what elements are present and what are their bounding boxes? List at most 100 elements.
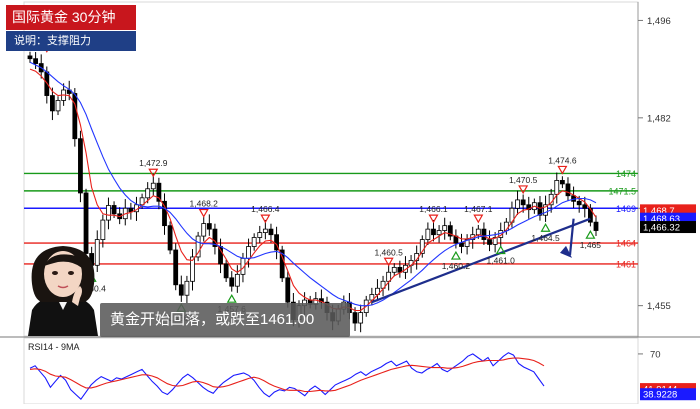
- high-label-8: 1,466.1: [419, 204, 448, 214]
- rsi-line-0: [29, 352, 545, 401]
- candle-body-9: [78, 138, 83, 194]
- candle-body-65: [391, 266, 397, 273]
- candle-body-21: [145, 188, 151, 199]
- candle-body-30: [195, 235, 201, 258]
- candle-body-32: [206, 223, 212, 230]
- level-label-1: 1471.5: [608, 186, 636, 196]
- candle-body-95: [559, 180, 565, 185]
- candle-body-35: [223, 263, 229, 279]
- price-tag-label-1: 1,468.63: [643, 214, 680, 225]
- high-marker-6: [260, 214, 271, 224]
- candle-body-40: [251, 237, 257, 247]
- candle-body-82: [487, 239, 492, 245]
- candle-body-89: [526, 204, 532, 211]
- low-marker-15: [585, 229, 596, 239]
- candle-body-101: [593, 221, 599, 231]
- price-axis-group: 1,4961,4821,4691,4551,468.71,468.631,466…: [638, 16, 696, 312]
- candle-body-58: [352, 312, 358, 324]
- candle-body-94: [554, 180, 560, 195]
- low-label-9: 1,460.2: [442, 261, 471, 271]
- candle-body-80: [475, 228, 481, 236]
- candle-body-29: [190, 256, 195, 282]
- candle-body-98: [576, 200, 582, 206]
- y-tick-label-3: 1,455: [647, 301, 671, 312]
- candle-body-20: [139, 197, 145, 206]
- low-marker-13: [540, 223, 551, 232]
- y-tick-label-1: 1,482: [647, 113, 671, 124]
- candle-body-96: [565, 183, 571, 197]
- level-label-3: 1464: [616, 239, 636, 249]
- low-label-13: 1,464.5: [531, 233, 560, 243]
- candle-body-42: [262, 228, 268, 234]
- presenter-avatar: [28, 246, 98, 336]
- candle-body-13: [100, 219, 106, 240]
- rsi-panel: [23, 337, 639, 405]
- price-tag-label-2: 1,466.32: [643, 223, 680, 234]
- high-marker-7: [383, 257, 394, 267]
- candle-body-14: [106, 205, 111, 221]
- price-tag-label-0: 1,468.7: [643, 206, 675, 217]
- high-marker-10: [473, 214, 484, 224]
- chart-subtitle: 说明：支撑阻力: [6, 31, 136, 51]
- high-label-14: 1,474.6: [548, 155, 577, 165]
- caption-banner: 黄金开始回落，或跌至1461.00: [100, 303, 350, 337]
- candle-body-45: [279, 249, 285, 279]
- candle-body-78: [464, 239, 470, 247]
- ma-line-1: [29, 61, 597, 307]
- high-marker-12: [518, 185, 529, 195]
- rsi-tag-label-1: 38.9228: [643, 390, 677, 401]
- rsi-tag-1: [640, 388, 696, 401]
- candle-body-26: [173, 249, 179, 286]
- candle-body-15: [111, 205, 117, 215]
- candle-body-75: [447, 225, 453, 237]
- price-panel: [23, 1, 639, 337]
- candle-body-71: [425, 228, 431, 240]
- candle-body-74: [442, 225, 448, 231]
- candle-body-66: [397, 266, 403, 273]
- candle-body-39: [246, 246, 251, 259]
- candle-body-43: [268, 228, 274, 236]
- candle-body-5: [55, 100, 61, 112]
- candle-body-28: [184, 280, 190, 296]
- high-label-10: 1,467.1: [464, 204, 493, 214]
- candle-body-92: [543, 204, 548, 216]
- level-label-0: 1474: [616, 169, 636, 179]
- candle-body-4: [50, 95, 55, 112]
- candle-body-36: [229, 277, 235, 287]
- high-marker-14: [557, 165, 568, 175]
- candle-body-46: [285, 277, 291, 303]
- candle-body-27: [178, 284, 184, 296]
- low-marker-5: [226, 293, 237, 303]
- candle-body-83: [492, 237, 498, 245]
- rsi-tick-label-0: 70: [650, 349, 661, 360]
- avatar-fringe: [44, 254, 82, 268]
- candle-body-77: [459, 242, 464, 247]
- rsi-panel-title: RSI14 - 9MA: [28, 342, 80, 352]
- candle-body-24: [162, 200, 167, 227]
- candle-body-37: [234, 273, 240, 287]
- high-label-12: 1,470.5: [509, 175, 538, 185]
- candle-body-18: [128, 207, 134, 213]
- high-marker-8: [428, 214, 439, 224]
- moving-averages-group: [29, 61, 597, 312]
- avatar-body: [28, 294, 98, 336]
- low-label-15: 1,465: [580, 240, 602, 250]
- high-label-6: 1,466.4: [251, 204, 280, 214]
- candle-body-10: [83, 192, 89, 254]
- rsi-line-1: [29, 357, 545, 393]
- avatar-hand: [72, 286, 82, 306]
- candle-body-8: [72, 93, 78, 140]
- candle-body-23: [156, 182, 162, 202]
- y-tick-label-0: 1,496: [647, 16, 671, 27]
- ma-line-0: [29, 68, 597, 312]
- candle-body-73: [436, 230, 442, 236]
- chart-title: 国际黄金 30分钟: [6, 5, 136, 30]
- candle-body-99: [582, 204, 588, 209]
- level-label-4: 1461: [616, 259, 636, 269]
- high-marker-2: [148, 168, 159, 178]
- price-tag-2: [640, 221, 696, 234]
- candle-body-31: [201, 223, 207, 237]
- high-label-7: 1,460.5: [374, 247, 403, 257]
